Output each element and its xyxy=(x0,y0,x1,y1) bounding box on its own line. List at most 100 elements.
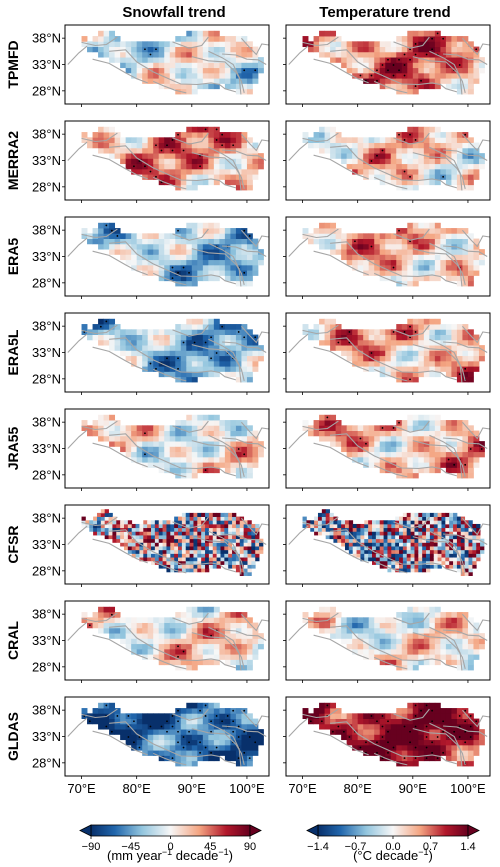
field-cell xyxy=(241,46,248,53)
field-cell xyxy=(462,254,469,261)
field-cell xyxy=(131,72,138,79)
field-cell xyxy=(368,648,375,655)
field-cell xyxy=(401,67,408,74)
river-line xyxy=(302,420,339,431)
field-cell xyxy=(255,527,260,532)
field-cell xyxy=(186,606,193,613)
field-cell xyxy=(125,350,132,357)
field-cell xyxy=(92,622,99,629)
field-cell xyxy=(456,137,463,143)
field-cell xyxy=(324,627,331,634)
field-cell xyxy=(346,355,353,362)
stipple-dot xyxy=(414,85,417,87)
stipple-dot xyxy=(387,58,389,61)
field-cell xyxy=(467,622,474,629)
field-cell xyxy=(418,324,425,330)
field-cell xyxy=(108,512,113,517)
field-cell xyxy=(135,538,140,543)
field-cell xyxy=(462,334,469,341)
field-cell xyxy=(114,339,121,346)
river-line xyxy=(373,464,408,478)
field-cell xyxy=(175,179,182,186)
field-cell xyxy=(180,137,187,143)
field-cell xyxy=(178,523,183,529)
field-cell xyxy=(202,718,209,725)
field-cell xyxy=(235,451,242,458)
field-cell xyxy=(230,174,237,180)
field-cell xyxy=(341,446,348,453)
river-line xyxy=(81,612,118,623)
field-cell xyxy=(335,617,342,623)
field-cell xyxy=(193,516,198,521)
field-cell xyxy=(330,318,337,325)
field-cell xyxy=(186,627,193,634)
field-cell xyxy=(456,538,462,543)
field-cell xyxy=(164,78,171,84)
field-cell xyxy=(434,36,441,42)
field-cell xyxy=(467,179,474,186)
field-cell xyxy=(131,633,138,639)
field-cell xyxy=(235,275,242,282)
field-cell xyxy=(158,659,165,666)
field-cell xyxy=(220,546,225,551)
field-cell xyxy=(191,456,198,463)
field-cell xyxy=(456,446,463,453)
field-cell xyxy=(235,549,241,554)
field-cell xyxy=(440,132,447,138)
field-cell xyxy=(158,467,165,474)
field-cell xyxy=(441,516,446,521)
field-cell xyxy=(462,51,469,58)
field-cell xyxy=(213,366,220,372)
field-cell xyxy=(385,41,392,47)
field-cell xyxy=(246,51,253,58)
field-cell xyxy=(193,542,198,547)
field-cell xyxy=(441,557,446,562)
field-cells xyxy=(81,126,264,191)
field-cell xyxy=(136,51,143,58)
field-cell xyxy=(401,334,408,341)
significance-stipples xyxy=(144,432,246,471)
field-cell xyxy=(208,179,215,186)
field-cell xyxy=(440,350,447,357)
field-cell xyxy=(473,259,480,266)
field-cell xyxy=(319,228,325,234)
field-cell xyxy=(208,564,214,569)
field-cell xyxy=(191,376,198,383)
field-cell xyxy=(181,516,187,521)
field-cell xyxy=(324,147,331,154)
field-cell xyxy=(319,30,325,37)
field-cell xyxy=(125,147,132,154)
field-cell xyxy=(158,329,165,335)
stipple-dot xyxy=(210,634,213,637)
field-cell xyxy=(434,420,441,426)
stipple-dot xyxy=(398,421,400,424)
field-cell xyxy=(164,163,171,170)
field-cell xyxy=(213,78,220,84)
field-cell xyxy=(418,228,425,234)
field-cell xyxy=(186,179,193,186)
field-cell xyxy=(147,462,154,468)
river-line xyxy=(67,141,88,161)
field-cell xyxy=(109,713,116,719)
field-cell xyxy=(81,137,88,143)
field-cell xyxy=(208,542,214,547)
field-cell xyxy=(201,538,206,543)
field-cell xyxy=(142,734,149,741)
field-cell xyxy=(324,622,331,629)
field-cell xyxy=(208,249,215,255)
field-cell xyxy=(185,527,191,532)
field-cell xyxy=(445,153,452,159)
field-cell xyxy=(153,360,160,367)
field-cell xyxy=(158,734,165,741)
field-cell xyxy=(429,451,436,458)
field-cell xyxy=(246,760,253,767)
field-cell xyxy=(186,280,193,287)
field-cell xyxy=(385,435,392,442)
field-cell xyxy=(434,233,441,239)
field-cell xyxy=(246,648,253,655)
field-cell xyxy=(174,527,179,532)
field-cell xyxy=(169,355,176,362)
field-cell xyxy=(197,553,202,558)
field-cell xyxy=(103,430,110,437)
field-cell xyxy=(387,542,392,547)
